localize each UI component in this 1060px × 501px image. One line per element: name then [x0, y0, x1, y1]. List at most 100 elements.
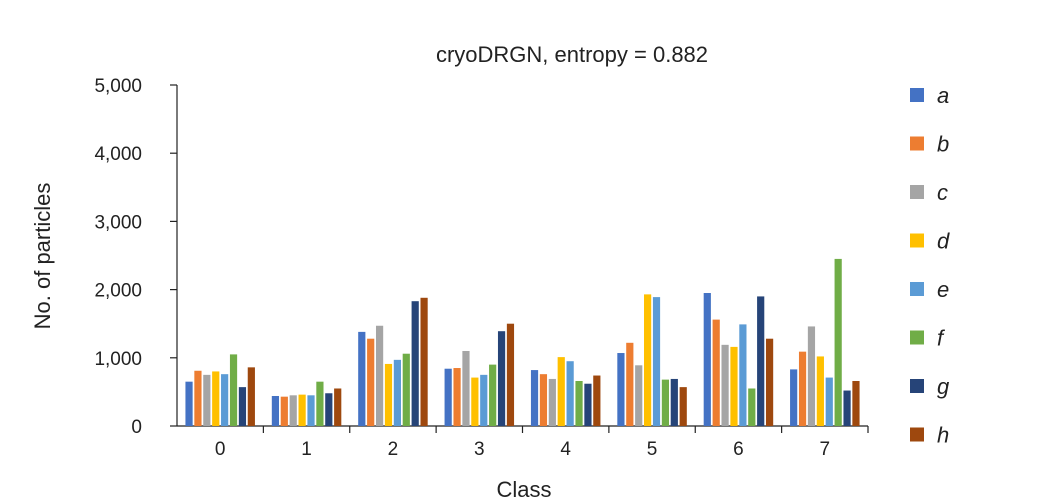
- bar-c-class-6: [721, 344, 729, 426]
- y-tick-label: 3,000: [94, 212, 142, 233]
- bar-c-class-4: [548, 378, 556, 426]
- legend-label-d: d: [937, 229, 950, 254]
- bar-f-class-2: [402, 353, 410, 426]
- legend-label-e: e: [937, 277, 949, 302]
- bar-e-class-1: [307, 395, 315, 426]
- bar-b-class-1: [280, 396, 288, 426]
- bar-c-class-5: [635, 365, 643, 426]
- bar-h-class-2: [420, 297, 428, 426]
- bar-h-class-5: [679, 387, 687, 426]
- bar-a-class-5: [617, 353, 625, 426]
- bar-d-class-0: [212, 371, 220, 426]
- x-tick-label: 4: [560, 439, 571, 460]
- y-axis-label: No. of particles: [30, 183, 55, 330]
- bar-c-class-0: [203, 374, 211, 426]
- legend-swatch-b: [910, 136, 924, 151]
- bar-a-class-3: [444, 368, 452, 426]
- bar-a-class-4: [530, 370, 539, 426]
- bar-c-class-2: [375, 325, 384, 426]
- bar-f-class-4: [575, 380, 583, 426]
- bar-e-class-5: [652, 297, 661, 426]
- bar-g-class-4: [584, 383, 592, 426]
- bar-g-class-1: [325, 393, 333, 426]
- bar-b-class-5: [626, 342, 634, 426]
- y-tick-label: 2,000: [94, 281, 142, 302]
- x-tick-group: 0 1 2 3 4 5 6 7: [215, 426, 869, 460]
- x-tick-label: 5: [647, 439, 658, 460]
- y-tick-label: 1,000: [94, 349, 142, 370]
- bar-h-class-6: [765, 338, 774, 426]
- legend-label-b: b: [937, 132, 949, 157]
- bar-f-class-0: [229, 354, 238, 426]
- legend-label-c: c: [937, 180, 948, 205]
- bar-f-class-1: [316, 381, 324, 426]
- legend-swatch-d: [910, 233, 924, 248]
- legend-label-h: h: [937, 423, 949, 448]
- bar-b-class-7: [798, 351, 807, 426]
- bar-b-class-0: [194, 370, 202, 426]
- bar-f-class-6: [748, 388, 756, 426]
- bar-e-class-3: [480, 374, 488, 426]
- bar-f-class-5: [661, 379, 670, 426]
- bars-group: [185, 258, 860, 426]
- bar-g-class-3: [497, 331, 506, 426]
- legend-swatch-h: [910, 427, 924, 442]
- x-tick-label: 3: [474, 439, 485, 460]
- bar-e-class-7: [825, 377, 833, 426]
- bar-g-class-2: [411, 301, 419, 426]
- bar-e-class-2: [393, 359, 401, 426]
- bar-h-class-4: [593, 375, 601, 426]
- y-tick-group: 0 1,000 2,000 3,000 4,000 5,000: [94, 76, 177, 438]
- x-tick-label: 6: [733, 439, 744, 460]
- y-tick-label: 4,000: [94, 144, 142, 165]
- bar-b-class-2: [367, 338, 375, 426]
- bar-g-class-7: [843, 390, 851, 426]
- bar-a-class-2: [358, 331, 366, 426]
- bar-c-class-1: [289, 395, 297, 426]
- bar-e-class-0: [221, 374, 229, 426]
- x-tick-label: 0: [215, 439, 226, 460]
- bar-h-class-1: [334, 388, 342, 426]
- bar-e-class-4: [566, 361, 574, 426]
- x-axis-label: Class: [496, 477, 551, 501]
- legend-label-g: g: [937, 374, 950, 399]
- bar-e-class-6: [739, 324, 747, 426]
- legend-label-a: a: [937, 83, 949, 108]
- bar-f-class-3: [489, 364, 497, 426]
- legend-swatch-e: [910, 282, 924, 296]
- legend-label-f: f: [937, 326, 946, 351]
- bar-a-class-7: [790, 369, 798, 426]
- bar-a-class-1: [271, 395, 280, 426]
- legend-swatch-a: [910, 88, 924, 102]
- bar-d-class-2: [384, 363, 393, 426]
- bar-h-class-7: [852, 380, 860, 426]
- bar-d-class-1: [298, 394, 306, 426]
- bar-h-class-0: [247, 367, 255, 426]
- x-tick-label: 7: [820, 439, 831, 460]
- legend-swatch-f: [910, 330, 924, 345]
- bar-f-class-7: [834, 258, 842, 426]
- bar-d-class-7: [816, 356, 824, 426]
- bar-d-class-3: [471, 377, 479, 426]
- bar-c-class-7: [807, 326, 816, 426]
- bar-d-class-4: [557, 357, 565, 426]
- bar-g-class-0: [238, 387, 247, 426]
- chart-title: cryoDRGN, entropy = 0.882: [436, 42, 708, 67]
- bar-a-class-6: [703, 293, 711, 426]
- bar-d-class-6: [730, 346, 738, 426]
- bar-b-class-4: [539, 374, 548, 426]
- bar-g-class-6: [757, 296, 765, 426]
- x-tick-label: 1: [301, 439, 312, 460]
- y-tick-label: 0: [131, 417, 142, 438]
- bar-h-class-3: [506, 323, 515, 426]
- bar-d-class-5: [644, 294, 652, 426]
- y-tick-label: 5,000: [94, 76, 142, 97]
- x-tick-label: 2: [388, 439, 399, 460]
- bar-c-class-3: [462, 350, 470, 426]
- legend-swatch-c: [910, 185, 924, 199]
- bar-a-class-0: [185, 381, 193, 426]
- bar-b-class-6: [712, 319, 720, 426]
- bar-b-class-3: [453, 368, 461, 426]
